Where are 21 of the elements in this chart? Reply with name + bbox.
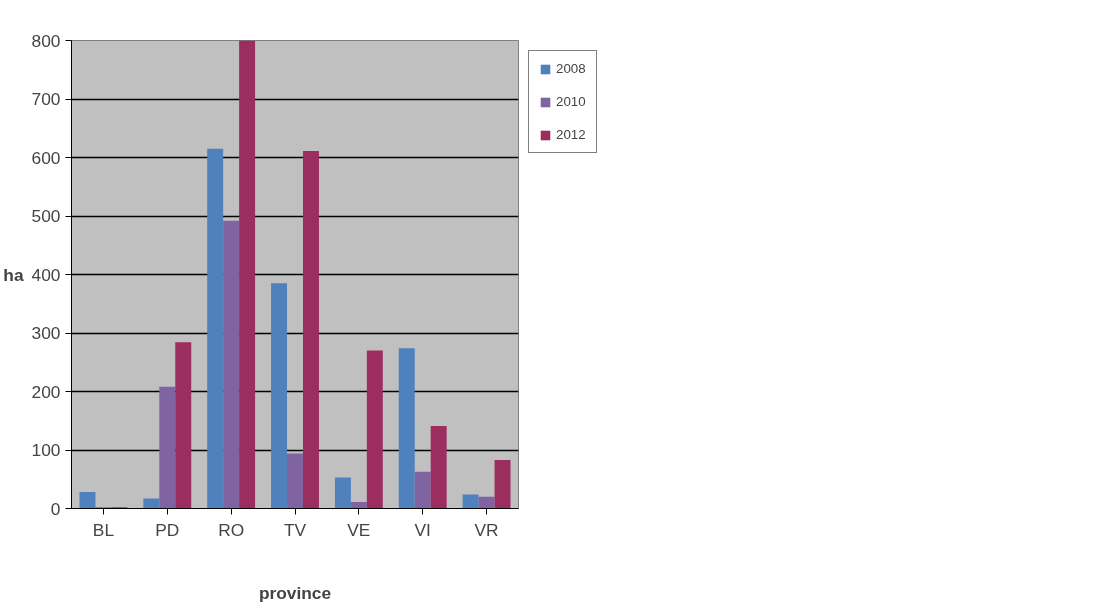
y-tick-label: 400 (31, 264, 61, 285)
y-tick-label: 800 (31, 30, 61, 51)
y-tick-label: 300 (31, 323, 61, 343)
legend-label: 2008 (556, 61, 586, 76)
legend-label: 2012 (556, 127, 586, 142)
y-tick-label: 700 (31, 89, 61, 109)
y-axis-title: ha (3, 264, 24, 285)
x-tick-label: VI (414, 519, 431, 540)
x-tick-label: PD (155, 519, 180, 540)
x-tick-label: RO (218, 519, 245, 540)
x-axis-title: province (258, 582, 332, 603)
x-tick-label: BL (92, 519, 115, 540)
y-tick-label: 100 (31, 440, 61, 460)
x-tick-label: VE (347, 519, 371, 540)
y-tick-label: 200 (31, 381, 61, 402)
legend-label: 2010 (556, 94, 586, 109)
y-tick-label: 600 (31, 147, 61, 168)
y-tick-label: 0 (50, 498, 61, 519)
y-tick-label: 500 (31, 206, 61, 226)
x-tick-label: VR (474, 519, 499, 540)
x-tick-label: TV (283, 519, 307, 540)
